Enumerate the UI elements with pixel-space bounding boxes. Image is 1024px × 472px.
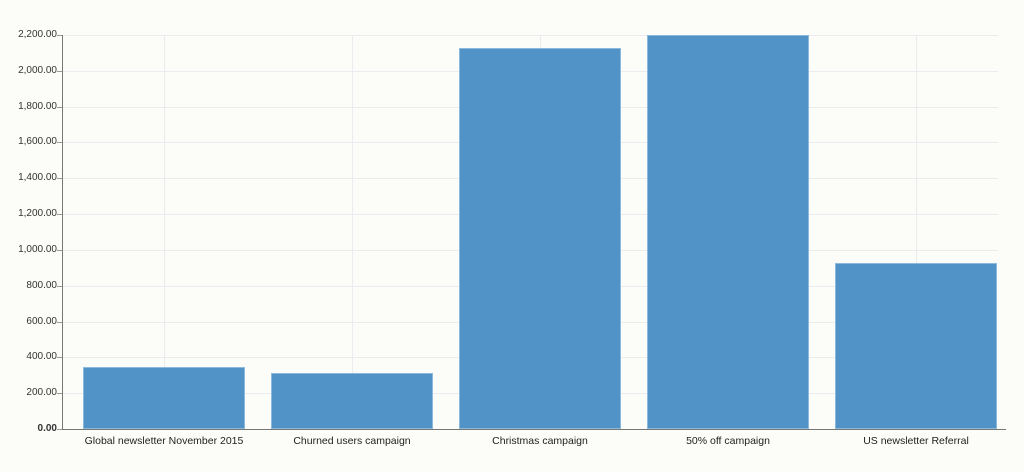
- y-axis-tick-label: 400.00: [26, 351, 57, 363]
- y-axis-tick: [57, 178, 62, 180]
- y-axis-line: [62, 35, 63, 429]
- chart-bar[interactable]: [647, 35, 809, 429]
- y-axis-tick-label: 1,800.00: [18, 100, 57, 112]
- gridline-horizontal: [63, 35, 998, 36]
- y-axis-tick-label: 1,400.00: [18, 172, 57, 184]
- y-axis-tick-label: 1,200.00: [18, 208, 57, 220]
- x-axis-line: [62, 429, 1006, 430]
- x-axis-category-label: Global newsletter November 2015: [84, 435, 244, 447]
- chart-bar[interactable]: [271, 373, 433, 429]
- y-axis-tick: [57, 321, 62, 323]
- y-axis-tick: [57, 35, 62, 36]
- chart-bar[interactable]: [83, 367, 245, 429]
- y-axis-tick-label: 2,000.00: [18, 64, 57, 76]
- gridline-vertical: [916, 35, 917, 429]
- y-axis-tick-label: 1,600.00: [18, 136, 57, 148]
- chart-bar[interactable]: [459, 48, 621, 429]
- y-axis-tick: [57, 393, 62, 395]
- x-axis-category-label: US newsletter Referral: [863, 435, 969, 447]
- y-axis-tick-label: 1,000.00: [18, 243, 57, 255]
- x-axis-category-label: Churned users campaign: [293, 435, 411, 447]
- gridline-vertical: [164, 35, 165, 429]
- x-axis-category-label: Christmas campaign: [492, 435, 588, 447]
- y-axis-tick-label: 800.00: [26, 279, 57, 291]
- y-axis-tick-label: 600.00: [26, 315, 57, 327]
- y-axis-tick-label: 2,200.00: [18, 29, 57, 40]
- chart-bar[interactable]: [835, 263, 997, 429]
- y-axis-tick: [57, 429, 62, 430]
- gridline-vertical: [352, 35, 353, 429]
- y-axis-tick-label: 200.00: [26, 387, 57, 399]
- y-axis-tick: [57, 249, 62, 251]
- chart-plot-area: [57, 35, 1006, 430]
- y-axis-tick: [57, 285, 62, 287]
- y-axis-tick: [57, 70, 62, 72]
- y-axis-tick: [57, 106, 62, 108]
- y-axis-tick: [57, 357, 62, 359]
- y-axis-tick: [57, 214, 62, 216]
- y-axis-tick: [57, 142, 62, 144]
- x-axis-category-label: 50% off campaign: [686, 435, 770, 447]
- y-axis-tick-label: 0.00: [37, 423, 57, 434]
